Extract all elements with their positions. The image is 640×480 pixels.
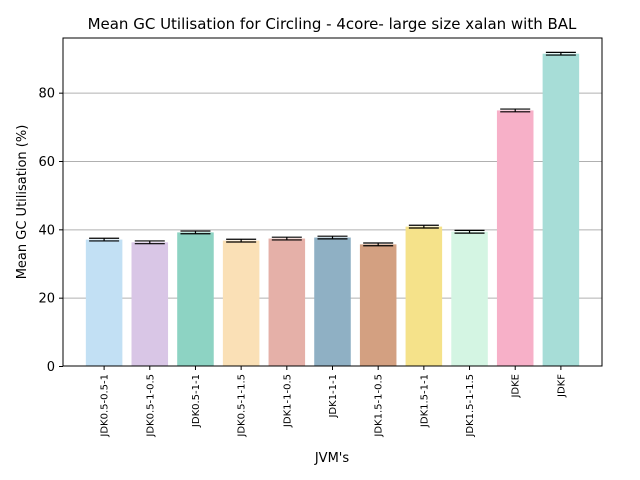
x-tick-label: JDKF bbox=[556, 374, 567, 398]
bar bbox=[268, 238, 306, 366]
bar bbox=[496, 110, 534, 366]
x-tick-label: JDKE bbox=[511, 374, 522, 399]
x-tick-label: JDK1.5-1-1.5 bbox=[465, 374, 476, 438]
bar bbox=[405, 226, 443, 366]
bar bbox=[85, 239, 123, 366]
x-tick-label: JDK0.5-1-1.5 bbox=[237, 374, 248, 438]
x-tick-label: JDK1-1-1 bbox=[328, 374, 339, 419]
bar bbox=[222, 240, 260, 366]
y-tick-label: 60 bbox=[38, 155, 55, 170]
plot-frame bbox=[62, 37, 603, 367]
x-tick-label: JDK0.5-1-0.5 bbox=[145, 374, 156, 438]
bar bbox=[542, 53, 580, 366]
bar bbox=[131, 242, 169, 366]
chart-title: Mean GC Utilisation for Circling - 4core… bbox=[88, 15, 577, 33]
x-tick-label: JDK1-1-0.5 bbox=[282, 374, 293, 428]
bars bbox=[85, 51, 580, 366]
bar bbox=[177, 232, 214, 366]
bar bbox=[451, 231, 488, 366]
y-tick-label: 40 bbox=[38, 223, 55, 238]
y-axis: 0 20 40 60 80 bbox=[38, 87, 63, 375]
bar bbox=[359, 244, 397, 366]
x-tick-label: JDK1.5-1-1 bbox=[419, 374, 430, 428]
x-tick-label: JDK0.5-1-1 bbox=[191, 374, 202, 428]
y-tick-label: 80 bbox=[38, 87, 55, 102]
x-axis-label: JVM's bbox=[314, 451, 350, 466]
y-axis-label: Mean GC Utilisation (%) bbox=[15, 125, 30, 280]
y-tick-label: 0 bbox=[47, 360, 55, 375]
x-axis: JDK0.5-0.5-1 JDK0.5-1-0.5 JDK0.5-1-1 JDK0.5… bbox=[100, 366, 567, 438]
x-tick-label: JDK1.5-1-0.5 bbox=[374, 374, 385, 438]
bar bbox=[314, 237, 351, 366]
y-tick-label: 20 bbox=[38, 292, 55, 307]
x-tick-label: JDK0.5-0.5-1 bbox=[100, 374, 111, 438]
